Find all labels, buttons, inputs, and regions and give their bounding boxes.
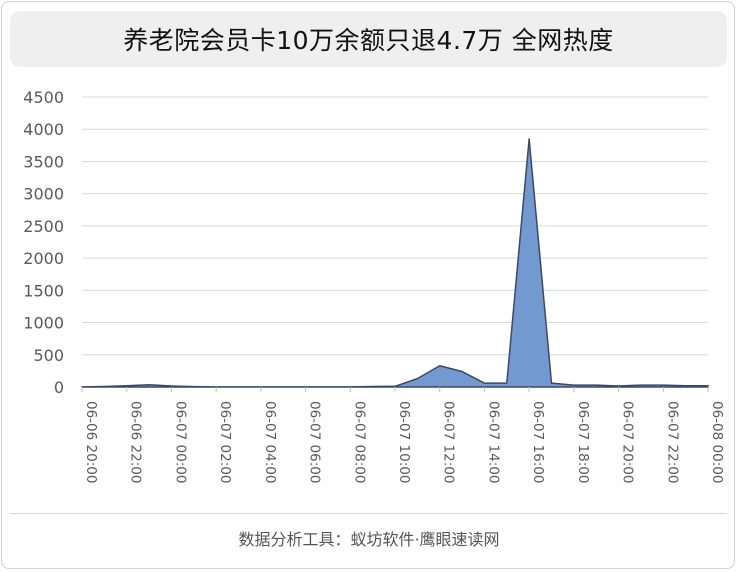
x-axis-labels: 06-06 20:00 06-06 22:00 06-07 00:00 06-07 0… — [83, 401, 725, 483]
x-tick-label: 06-07 10:00 — [396, 401, 412, 483]
x-tick-label: 06-06 22:00 — [128, 401, 144, 483]
x-tick-label: 06-07 00:00 — [172, 401, 188, 483]
x-tick-label: 06-07 20:00 — [620, 401, 636, 483]
chart-title: 养老院会员卡10万余额只退4.7万 全网热度 — [123, 26, 614, 55]
y-tick-label: 0 — [54, 378, 64, 397]
y-tick-label: 1500 — [23, 281, 64, 300]
y-tick-label: 3000 — [23, 185, 64, 204]
x-tick-label: 06-07 22:00 — [664, 401, 680, 483]
y-tick-label: 1000 — [23, 314, 64, 333]
y-tick-label: 500 — [33, 346, 64, 365]
heat-area-series — [81, 138, 709, 388]
x-tick-label: 06-06 20:00 — [83, 401, 99, 483]
gridlines — [82, 96, 708, 388]
x-tick-label: 06-07 04:00 — [262, 401, 278, 483]
x-tick-label: 06-08 00:00 — [709, 401, 725, 483]
y-tick-label: 3500 — [23, 152, 64, 171]
x-tick-label: 06-07 06:00 — [307, 401, 323, 483]
y-tick-label: 4000 — [23, 120, 64, 139]
y-tick-label: 2000 — [23, 249, 64, 268]
x-tick-label: 06-07 12:00 — [441, 401, 457, 483]
x-tick-label: 06-07 02:00 — [217, 401, 233, 483]
x-tick-label: 06-07 16:00 — [530, 401, 546, 483]
y-axis-labels: 0 500 1000 1500 2000 2500 3000 3500 4000 4500 — [23, 88, 64, 397]
x-axis-ticks — [81, 387, 709, 392]
x-tick-label: 06-07 14:00 — [485, 401, 501, 483]
y-tick-label: 2500 — [23, 217, 64, 236]
source-footer: 数据分析工具：蚁坊软件·鹰眼速读网 — [238, 530, 500, 549]
title-banner: 养老院会员卡10万余额只退4.7万 全网热度 — [10, 11, 727, 67]
y-tick-label: 4500 — [23, 88, 64, 107]
x-tick-label: 06-07 18:00 — [575, 401, 591, 483]
footer-divider — [10, 513, 727, 514]
x-tick-label: 06-07 08:00 — [351, 401, 367, 483]
